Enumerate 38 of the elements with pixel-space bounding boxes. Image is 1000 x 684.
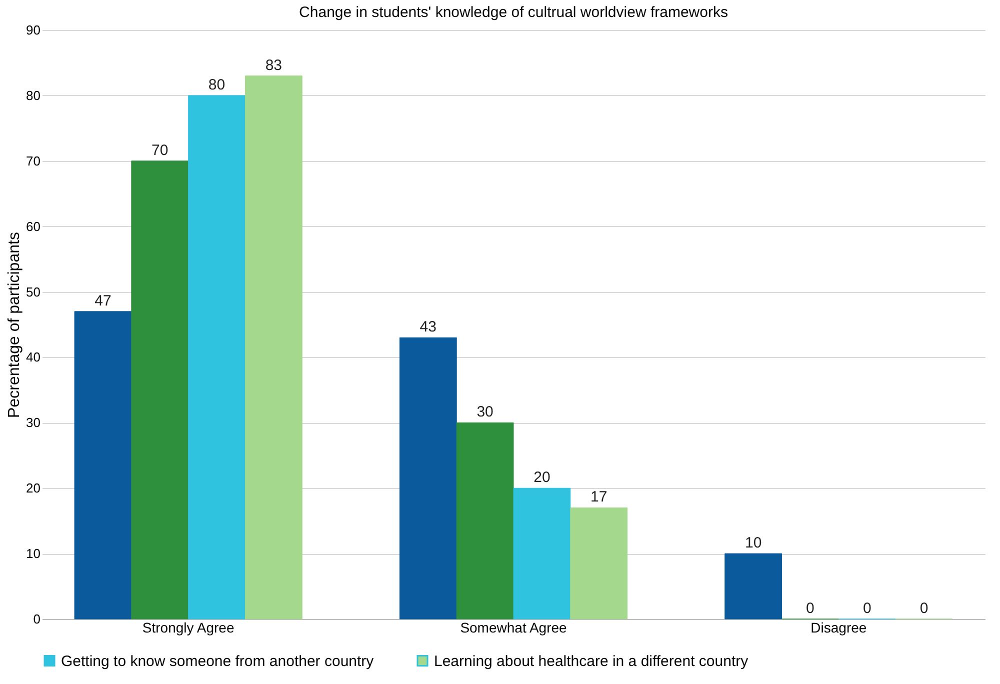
y-tick-label: 20 [26, 480, 40, 496]
bar [724, 553, 782, 620]
y-tick-label: 70 [26, 153, 40, 168]
data-label: 70 [152, 142, 168, 159]
x-tick-label: Strongly Agree [142, 620, 234, 636]
data-label: 0 [806, 600, 814, 617]
legend-label: Getting to know someone from another country [61, 652, 374, 670]
bar [570, 507, 628, 620]
chart-title: Change in students' knowledge of cultrual worldview frameworks [299, 4, 728, 21]
bar [131, 160, 189, 620]
legend-label: Learning about healthcare in a different country [434, 652, 749, 670]
y-tick-label: 80 [26, 88, 40, 103]
y-tick-label: 60 [26, 218, 40, 234]
bar [74, 311, 132, 620]
y-tick-label: 50 [26, 284, 40, 300]
data-label: 30 [476, 404, 494, 421]
data-label: 17 [590, 488, 608, 506]
data-label: 10 [744, 534, 762, 552]
data-label: 0 [862, 600, 872, 617]
data-label: 80 [208, 76, 226, 94]
y-tick-label: 90 [26, 22, 40, 38]
bar [513, 488, 571, 620]
data-label: 20 [534, 469, 550, 486]
x-tick-label: Somewhat Agree [460, 620, 568, 636]
bar [188, 95, 246, 620]
data-label: 47 [94, 292, 112, 310]
data-label: 43 [420, 318, 436, 336]
y-tick-label: 40 [26, 350, 40, 365]
y-tick-label: 10 [26, 546, 40, 562]
y-axis-title: Pecrentage of participants [6, 232, 24, 418]
y-tick-label: 0 [33, 612, 40, 626]
data-label: 0 [920, 600, 928, 617]
bar [456, 422, 514, 620]
bar [244, 76, 302, 620]
data-label: 83 [265, 56, 282, 74]
x-tick-label: Disagree [810, 620, 867, 636]
bar [399, 337, 457, 620]
y-tick-label: 30 [26, 415, 40, 430]
